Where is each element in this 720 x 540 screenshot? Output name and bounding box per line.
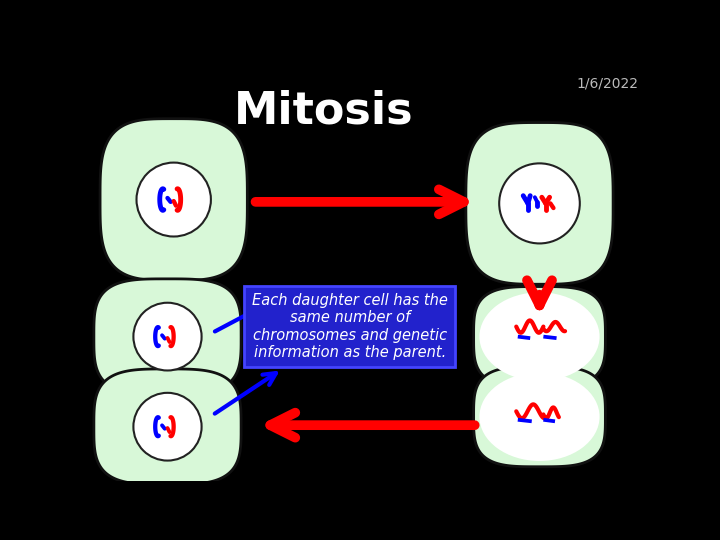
Text: Mitosis: Mitosis <box>234 90 414 132</box>
Polygon shape <box>474 367 606 467</box>
Polygon shape <box>466 123 613 284</box>
Ellipse shape <box>480 292 600 381</box>
Circle shape <box>137 163 211 237</box>
Polygon shape <box>474 287 606 387</box>
Circle shape <box>133 303 202 370</box>
Ellipse shape <box>480 373 600 461</box>
Text: 1/6/2022: 1/6/2022 <box>577 76 639 90</box>
Circle shape <box>133 393 202 461</box>
Circle shape <box>499 164 580 244</box>
Text: Each daughter cell has the
same number of
chromosomes and genetic
information as: Each daughter cell has the same number o… <box>252 293 448 360</box>
Polygon shape <box>94 279 241 394</box>
Polygon shape <box>100 119 248 280</box>
Polygon shape <box>94 369 241 484</box>
